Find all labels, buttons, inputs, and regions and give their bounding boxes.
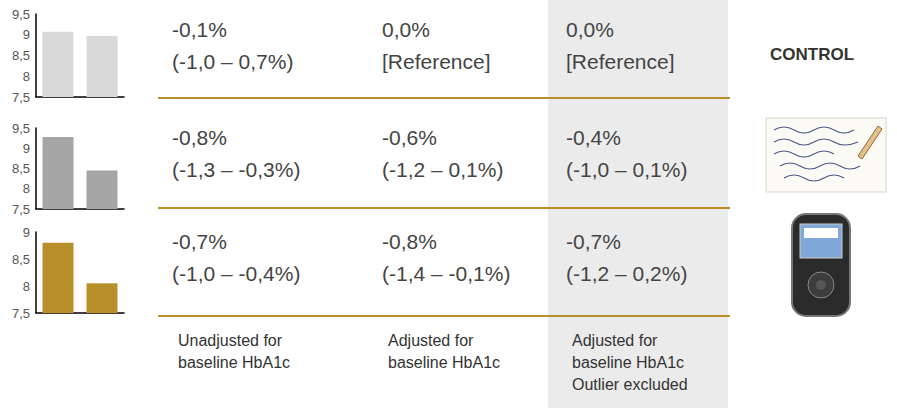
html-text:(-1,4 – -0,1%): (-1,4 – -0,1%) <box>382 262 511 285</box>
html-text:Unadjusted for: Unadjusted for <box>178 332 283 349</box>
html-text:-0,7%: -0,7% <box>566 230 621 253</box>
svg-text:8,5: 8,5 <box>12 161 30 176</box>
html-text:Outlier excluded: Outlier excluded <box>572 376 688 393</box>
html-text:Adjusted for: Adjusted for <box>388 332 474 349</box>
html-text:-0,6%: -0,6% <box>382 126 437 149</box>
html-text:Adjusted for: Adjusted for <box>572 332 658 349</box>
svg-text:7,5: 7,5 <box>12 306 30 321</box>
html-text:[Reference]: [Reference] <box>382 50 491 73</box>
html-text:-0,7%: -0,7% <box>172 230 227 253</box>
html-text:baseline HbA1c: baseline HbA1c <box>572 354 685 371</box>
html-text:(-1,0 – 0,1%): (-1,0 – 0,1%) <box>566 158 688 181</box>
html-text:0,0%: 0,0% <box>382 18 430 41</box>
svg-text:9: 9 <box>23 27 30 42</box>
html-text:-0,1%: -0,1% <box>172 18 227 41</box>
svg-text:9: 9 <box>23 141 30 156</box>
html-text:baseline HbA1c: baseline HbA1c <box>178 354 291 371</box>
html-text:[Reference]: [Reference] <box>566 50 675 73</box>
html-text:(-1,2 – 0,1%): (-1,2 – 0,1%) <box>382 158 504 181</box>
svg-text:9,5: 9,5 <box>12 7 30 22</box>
svg-text:9: 9 <box>23 225 30 240</box>
html-text:CONTROL: CONTROL <box>770 45 854 64</box>
svg-text:8,5: 8,5 <box>12 48 30 63</box>
html-text:(-1,2 – 0,2%): (-1,2 – 0,2%) <box>566 262 688 285</box>
svg-text:8: 8 <box>23 69 30 84</box>
html-text:-0,4%: -0,4% <box>566 126 621 149</box>
html-text:(-1,0 – -0,4%): (-1,0 – -0,4%) <box>172 262 301 285</box>
html-text:baseline HbA1c: baseline HbA1c <box>388 354 501 371</box>
svg-text:9,5: 9,5 <box>12 121 30 136</box>
html-text:-0,8%: -0,8% <box>382 230 437 253</box>
html-text:(-1,3 – -0,3%): (-1,3 – -0,3%) <box>172 158 301 181</box>
svg-text:7,5: 7,5 <box>12 202 30 217</box>
svg-text:8,5: 8,5 <box>12 252 30 267</box>
svg-text:7,5: 7,5 <box>12 90 30 105</box>
svg-text:8: 8 <box>23 279 30 294</box>
html-text:0,0%: 0,0% <box>566 18 614 41</box>
html-text:(-1,0 – 0,7%): (-1,0 – 0,7%) <box>172 50 294 73</box>
html-text:-0,8%: -0,8% <box>172 126 227 149</box>
svg-text:8: 8 <box>23 181 30 196</box>
